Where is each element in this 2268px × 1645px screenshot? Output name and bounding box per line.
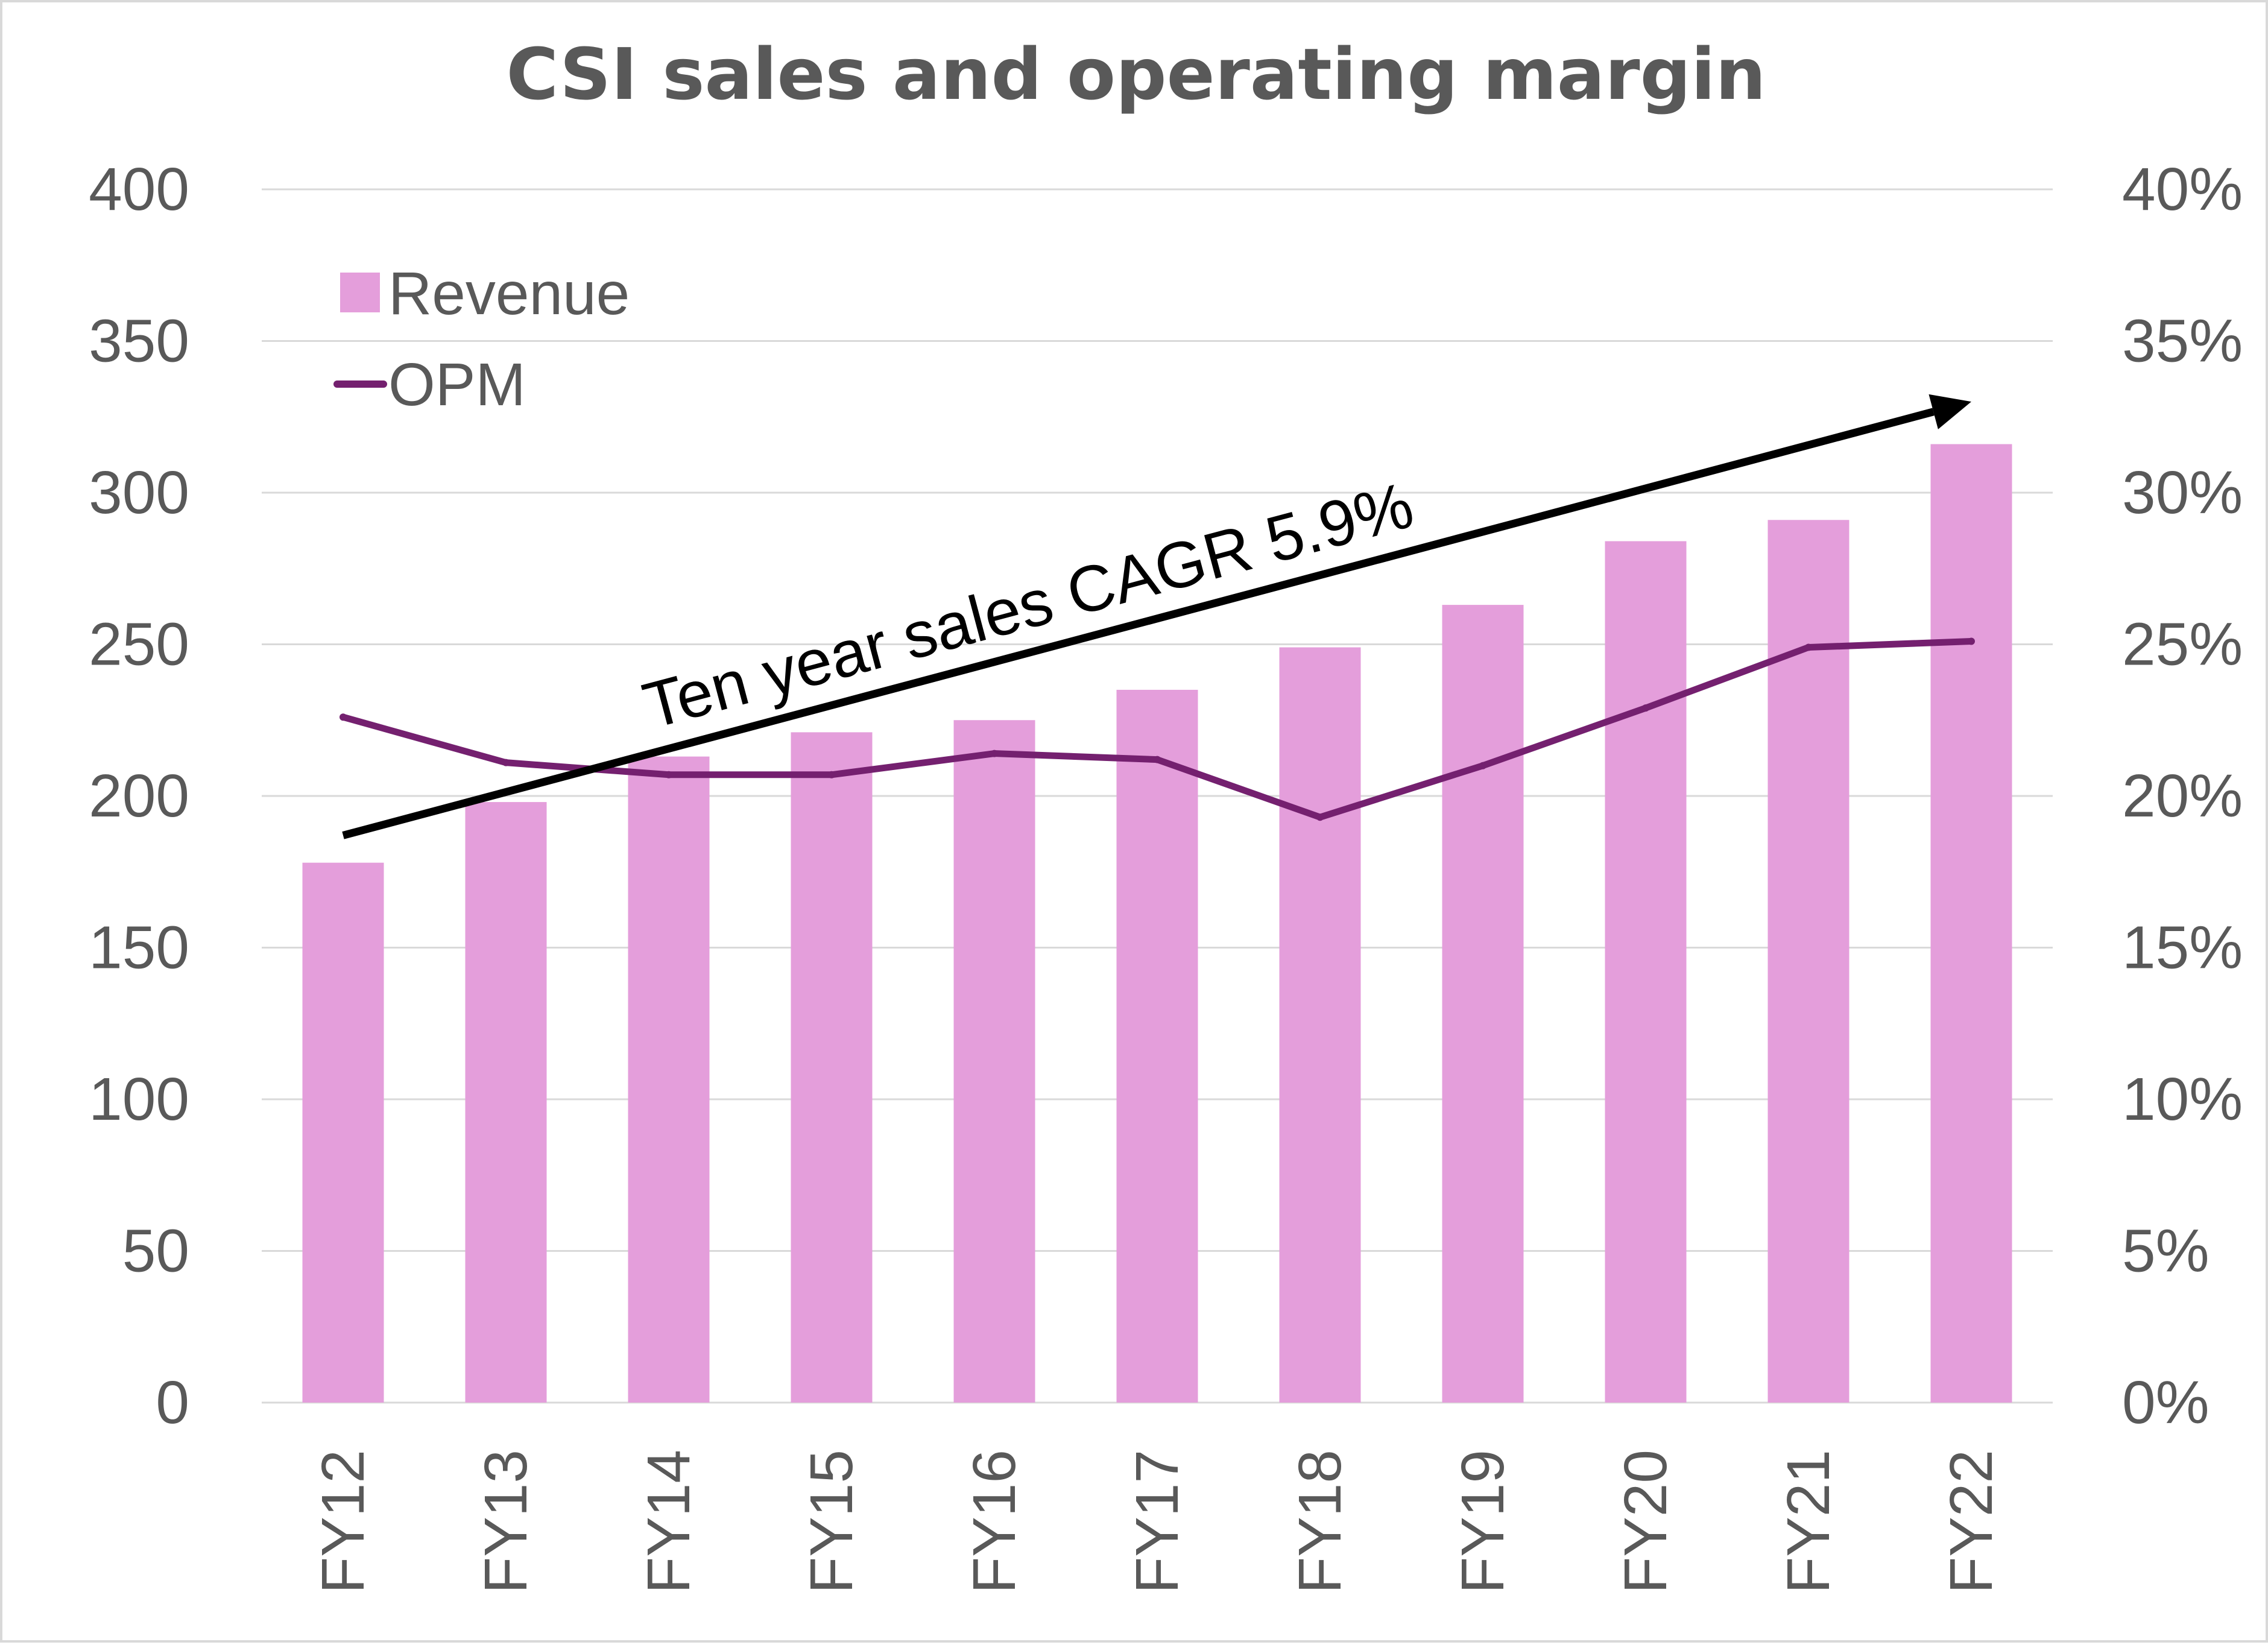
left-tick-label: 200	[89, 762, 189, 830]
right-tick-label: 35%	[2122, 308, 2243, 375]
cagr-arrowhead	[1928, 394, 1971, 429]
right-tick-label: 15%	[2122, 914, 2243, 982]
x-tick-label: FY18	[1286, 1450, 1354, 1594]
revenue-bar	[1279, 647, 1361, 1403]
right-tick-label: 25%	[2122, 611, 2243, 678]
x-tick-label: FY13	[472, 1450, 540, 1594]
legend: Revenue OPM	[333, 260, 630, 418]
right-tick-label: 5%	[2122, 1217, 2210, 1285]
opm-point	[340, 713, 347, 721]
revenue-bar	[1442, 605, 1524, 1403]
x-tick-label: FY19	[1449, 1450, 1517, 1594]
revenue-bar	[953, 720, 1035, 1403]
opm-point	[1642, 704, 1649, 712]
legend-label-opm: OPM	[388, 351, 526, 418]
x-tick-label: FY21	[1775, 1450, 1842, 1594]
revenue-bars	[302, 444, 2012, 1403]
opm-point	[1479, 762, 1486, 769]
revenue-bar	[628, 756, 710, 1403]
left-tick-label: 300	[89, 459, 189, 526]
right-axis-ticks: 0% 5% 10% 15% 20% 25% 30% 35% 40%	[2122, 156, 2243, 1436]
right-tick-label: 0%	[2122, 1369, 2210, 1436]
opm-point	[991, 750, 998, 757]
left-tick-label: 150	[89, 914, 189, 982]
opm-point	[1805, 643, 1812, 651]
right-tick-label: 30%	[2122, 459, 2243, 526]
left-axis-ticks: 0 50 100 150 200 250 300 350 400	[89, 156, 189, 1436]
chart-title: CSI sales and operating margin	[506, 33, 1766, 116]
opm-point	[1968, 637, 1975, 645]
right-tick-label: 40%	[2122, 156, 2243, 223]
left-tick-label: 400	[89, 156, 189, 223]
opm-point	[502, 759, 510, 766]
left-tick-label: 350	[89, 308, 189, 375]
revenue-bar	[465, 802, 547, 1403]
opm-point	[665, 771, 672, 778]
left-tick-label: 100	[89, 1066, 189, 1133]
opm-line-layer	[340, 637, 1975, 821]
revenue-bar	[1116, 689, 1198, 1403]
revenue-bar	[791, 732, 873, 1403]
right-tick-label: 10%	[2122, 1066, 2243, 1133]
x-tick-label: FY12	[309, 1450, 377, 1594]
cagr-arrow-shaft	[342, 408, 1935, 839]
x-tick-label: FY15	[798, 1450, 865, 1594]
legend-label-revenue: Revenue	[388, 260, 630, 327]
revenue-bar	[1605, 541, 1687, 1403]
revenue-bar	[302, 862, 384, 1403]
x-tick-label: FY22	[1938, 1450, 2005, 1594]
opm-point	[1154, 756, 1161, 763]
x-tick-label: FY20	[1612, 1450, 1679, 1594]
opm-point	[828, 771, 835, 778]
x-tick-label: FY14	[635, 1450, 703, 1594]
revenue-bar	[1767, 520, 1849, 1403]
x-axis-ticks: FY12 FY13 FY14 FY15 FY16 FY17 FY18 FY19 FY20 FY21…	[309, 1450, 2005, 1594]
x-tick-label: FY17	[1123, 1450, 1191, 1594]
legend-swatch-revenue	[340, 273, 380, 312]
left-tick-label: 50	[122, 1217, 189, 1285]
left-tick-label: 250	[89, 611, 189, 678]
right-tick-label: 20%	[2122, 762, 2243, 830]
left-tick-label: 0	[156, 1369, 189, 1436]
x-tick-label: FY16	[961, 1450, 1028, 1594]
revenue-bar	[1930, 444, 2012, 1403]
opm-point	[1316, 813, 1324, 821]
